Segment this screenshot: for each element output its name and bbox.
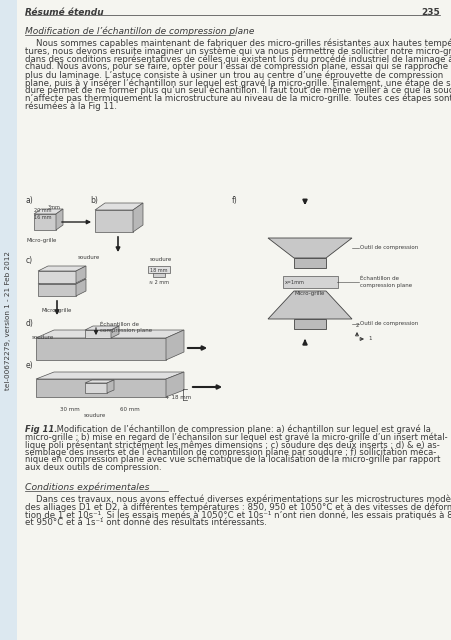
Polygon shape — [111, 326, 119, 338]
Polygon shape — [166, 330, 184, 360]
Text: d): d) — [26, 319, 34, 328]
Text: f): f) — [231, 196, 237, 205]
Text: tures, nous devons ensuite imaginer un système qui va nous permettre de sollicit: tures, nous devons ensuite imaginer un s… — [25, 47, 451, 56]
Text: plane, puis à y insérer l’échantillon sur lequel est gravé la micro-grille. Fina: plane, puis à y insérer l’échantillon su… — [25, 78, 451, 88]
Polygon shape — [36, 330, 184, 338]
Text: résumées à la Fig 11.: résumées à la Fig 11. — [25, 101, 117, 111]
Bar — [147, 266, 170, 273]
Text: b): b) — [90, 196, 98, 205]
Bar — [95, 210, 133, 232]
Text: Échantillon de
compression plane: Échantillon de compression plane — [100, 322, 152, 333]
Polygon shape — [76, 279, 86, 296]
Text: Micro-grille: Micro-grille — [42, 308, 72, 313]
Text: Nous sommes capables maintenant de fabriquer des micro-grilles résistantes aux h: Nous sommes capables maintenant de fabri… — [25, 39, 451, 49]
Bar — [38, 284, 76, 296]
Text: Micro-grille: Micro-grille — [294, 291, 324, 296]
Polygon shape — [95, 203, 143, 210]
Text: Outil de compression: Outil de compression — [359, 321, 417, 326]
Polygon shape — [107, 380, 114, 393]
Polygon shape — [267, 238, 351, 258]
Text: Conditions expérimentales: Conditions expérimentales — [25, 482, 149, 492]
Text: micro-grille ; b) mise en regard de l’échansilon sur lequel est gravé la micro-g: micro-grille ; b) mise en regard de l’éc… — [25, 433, 446, 442]
Text: soudure: soudure — [32, 335, 54, 340]
Bar — [85, 383, 107, 393]
Text: 3mm: 3mm — [48, 205, 61, 210]
Text: et 950°C et à 1s⁻¹ ont donné des résultats intéressants.: et 950°C et à 1s⁻¹ ont donné des résulta… — [25, 518, 266, 527]
Text: 1: 1 — [367, 337, 371, 342]
Bar — [282, 276, 337, 288]
Text: soudure: soudure — [84, 413, 106, 418]
Text: x=1mm: x=1mm — [285, 280, 304, 285]
Bar — [34, 214, 56, 230]
Text: Micro-grille: Micro-grille — [27, 238, 57, 243]
Text: 16 mm: 16 mm — [34, 215, 51, 220]
Text: soudure: soudure — [78, 255, 100, 260]
Text: soudure: soudure — [150, 257, 172, 262]
Text: Fig 11.: Fig 11. — [25, 425, 57, 434]
Text: Modification de l’échantillon de compression plane: a) échantillon sur lequel es: Modification de l’échantillon de compres… — [54, 425, 430, 435]
Text: aux deux outils de compression.: aux deux outils de compression. — [25, 463, 161, 472]
Polygon shape — [38, 266, 86, 271]
Polygon shape — [267, 291, 351, 319]
Bar — [152, 273, 165, 277]
Text: tel-00672279, version 1 - 21 Feb 2012: tel-00672279, version 1 - 21 Feb 2012 — [5, 250, 11, 390]
Text: dure permet de ne former plus qu’un seul échantillon. Il faut tout de même veill: dure permet de ne former plus qu’un seul… — [25, 86, 451, 95]
Polygon shape — [38, 279, 86, 284]
Text: c): c) — [26, 256, 33, 265]
Polygon shape — [166, 372, 184, 397]
Text: 60 mm: 60 mm — [120, 407, 139, 412]
Text: n’affecte pas thermiquement la microstructure au niveau de la micro-grille. Tout: n’affecte pas thermiquement la microstru… — [25, 93, 451, 103]
Polygon shape — [133, 203, 143, 232]
Text: nique en compression plane avec vue schématique de la localisation de la micro-g: nique en compression plane avec vue sché… — [25, 455, 439, 465]
Bar — [0, 0, 17, 640]
Text: Résumé étendu: Résumé étendu — [25, 8, 103, 17]
Text: dans des conditions représentatives de celles qui existent lors du procédé indus: dans des conditions représentatives de c… — [25, 54, 451, 64]
Bar — [293, 319, 325, 329]
Text: 20 mm: 20 mm — [34, 208, 51, 213]
Text: a): a) — [26, 196, 34, 205]
Bar — [36, 379, 166, 397]
Text: plus du laminage. L’astuce consiste à usiner un trou au centre d’une éprouvette : plus du laminage. L’astuce consiste à us… — [25, 70, 442, 80]
Text: Échantillon de
compression plane: Échantillon de compression plane — [359, 276, 411, 287]
Text: 2: 2 — [354, 323, 358, 328]
Text: semblage des inserts et de l’échantillon de compression plane par soudure ; f) s: semblage des inserts et de l’échantillon… — [25, 447, 435, 457]
Text: Outil de compression: Outil de compression — [359, 246, 417, 250]
Text: e): e) — [26, 361, 33, 370]
Polygon shape — [56, 209, 63, 230]
Polygon shape — [76, 266, 86, 283]
Polygon shape — [85, 380, 114, 383]
Text: + 18 mm: + 18 mm — [165, 395, 191, 400]
Text: ≈ 2 mm: ≈ 2 mm — [149, 280, 169, 285]
Text: tion de 1 et 10s⁻¹. Si les essais menés à 1050°C et 10s⁻¹ n’ont rien donné, les : tion de 1 et 10s⁻¹. Si les essais menés … — [25, 511, 451, 520]
Bar — [85, 330, 111, 338]
Text: 235: 235 — [420, 8, 439, 17]
Text: Modification de l’échantillon de compression plane: Modification de l’échantillon de compres… — [25, 26, 254, 35]
Bar — [36, 338, 166, 360]
Text: lique poli présentant strictement les mêmes dimensions ; c) soudure des deux ins: lique poli présentant strictement les mê… — [25, 440, 439, 449]
Polygon shape — [85, 326, 119, 330]
Text: 18 mm: 18 mm — [150, 268, 167, 273]
Text: 30 mm: 30 mm — [60, 407, 79, 412]
Bar — [38, 271, 76, 283]
Text: chaud. Nous avons, pour se faire, opter pour l’essai de compression plane, essai: chaud. Nous avons, pour se faire, opter … — [25, 62, 451, 72]
Polygon shape — [36, 372, 184, 379]
Text: des alliages D1 et D2, à différentes températures : 850, 950 et 1050°C et à des : des alliages D1 et D2, à différentes tem… — [25, 503, 451, 512]
Polygon shape — [34, 209, 63, 214]
Text: Dans ces travaux, nous avons effectué diverses expérimentations sur les microstr: Dans ces travaux, nous avons effectué di… — [25, 495, 451, 504]
Bar — [293, 258, 325, 268]
